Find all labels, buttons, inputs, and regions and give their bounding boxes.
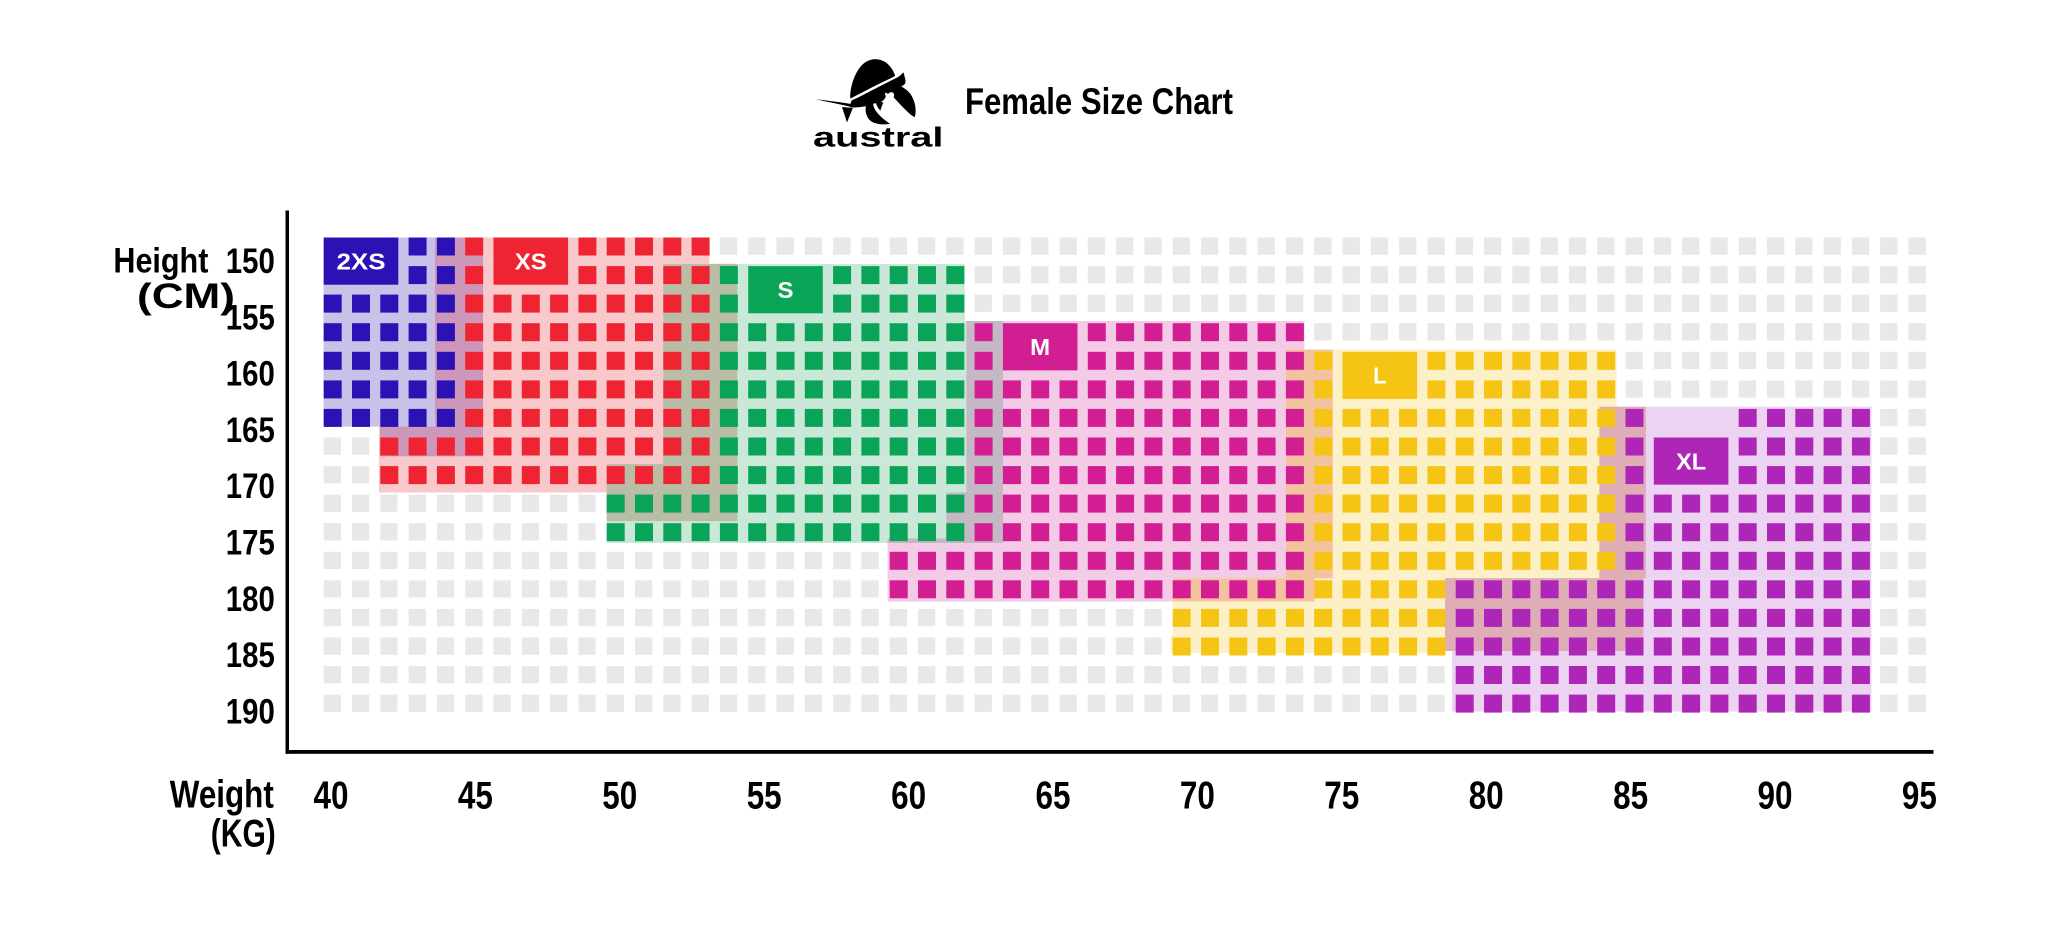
svg-text:175: 175	[226, 524, 275, 563]
svg-text:165: 165	[226, 411, 275, 450]
svg-text:150: 150	[226, 242, 275, 281]
svg-text:2XS: 2XS	[337, 248, 386, 274]
svg-text:Height: Height	[113, 242, 208, 281]
svg-text:190: 190	[226, 692, 275, 731]
svg-text:Female Size Chart: Female Size Chart	[965, 81, 1233, 122]
svg-text:60: 60	[891, 774, 926, 817]
svg-text:80: 80	[1469, 774, 1504, 817]
svg-text:170: 170	[226, 467, 275, 506]
svg-text:L: L	[1373, 363, 1386, 389]
svg-text:50: 50	[602, 774, 637, 817]
svg-text:XL: XL	[1676, 448, 1706, 474]
svg-text:65: 65	[1036, 774, 1071, 817]
svg-text:S: S	[778, 277, 794, 303]
svg-text:(CM): (CM)	[137, 277, 235, 316]
svg-text:40: 40	[314, 774, 349, 817]
svg-text:70: 70	[1180, 774, 1215, 817]
svg-text:95: 95	[1902, 774, 1937, 817]
svg-text:45: 45	[458, 774, 493, 817]
svg-text:55: 55	[747, 774, 782, 817]
svg-text:(KG): (KG)	[211, 812, 276, 855]
svg-text:185: 185	[226, 636, 275, 675]
svg-text:180: 180	[226, 580, 275, 619]
svg-text:155: 155	[226, 298, 275, 337]
svg-text:75: 75	[1324, 774, 1359, 817]
svg-text:M: M	[1030, 334, 1050, 360]
svg-text:austral: austral	[813, 122, 944, 153]
svg-text:90: 90	[1758, 774, 1793, 817]
svg-text:85: 85	[1613, 774, 1648, 817]
svg-text:160: 160	[226, 355, 275, 394]
svg-text:Weight: Weight	[170, 774, 274, 817]
svg-text:XS: XS	[515, 248, 547, 274]
